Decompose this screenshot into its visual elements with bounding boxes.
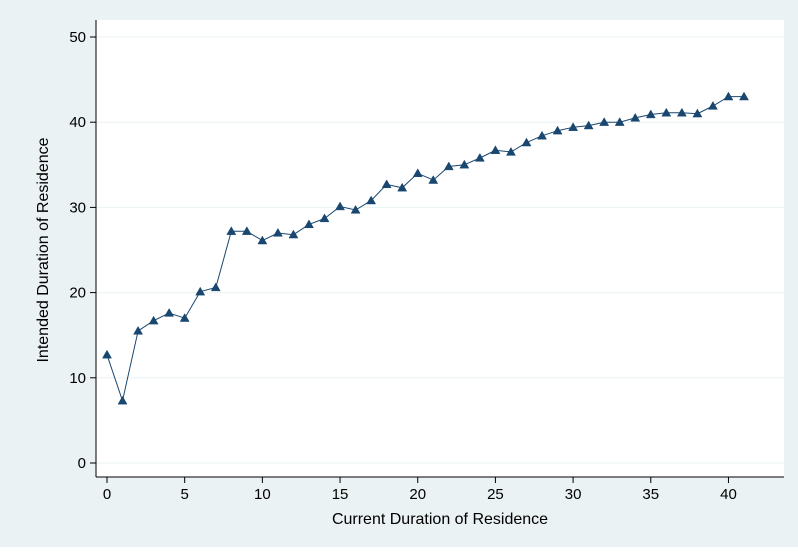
- data-point-marker: [661, 107, 672, 117]
- y-axis-title: Intended Duration of Residence: [35, 137, 52, 362]
- x-tick-label: 40: [720, 486, 737, 503]
- x-tick-label: 5: [181, 486, 189, 503]
- data-point-marker: [179, 313, 190, 322]
- data-point-marker: [319, 213, 330, 223]
- y-tick-label: 30: [69, 199, 86, 216]
- data-point-marker: [614, 117, 625, 126]
- data-point-marker: [133, 325, 144, 335]
- data-point-marker: [568, 122, 579, 131]
- data-point-marker: [583, 120, 594, 130]
- data-point-marker: [164, 308, 175, 317]
- x-tick-label: 10: [254, 486, 271, 503]
- data-point-marker: [272, 227, 283, 237]
- y-tick-label: 0: [78, 455, 86, 472]
- data-point-marker: [117, 395, 128, 405]
- axes: [95, 20, 784, 478]
- data-point-marker: [397, 182, 408, 192]
- x-tick-label: 15: [332, 486, 349, 503]
- data-point-marker: [102, 349, 112, 359]
- x-axis-title: Current Duration of Residence: [332, 511, 548, 528]
- data-point-marker: [459, 159, 470, 169]
- data-point-marker: [335, 201, 345, 211]
- data-point-marker: [148, 315, 159, 325]
- data-point-marker: [676, 107, 687, 117]
- data-point-marker: [599, 117, 610, 126]
- data-point-marker: [226, 226, 237, 235]
- data-point-marker: [630, 112, 641, 122]
- data-point-marker: [304, 219, 314, 229]
- data-point-marker: [474, 152, 485, 162]
- data-point-marker: [428, 175, 439, 184]
- data-point-marker: [195, 286, 206, 296]
- data-point-marker: [350, 204, 361, 214]
- data-point-marker: [739, 91, 749, 101]
- data-point-marker: [412, 168, 423, 177]
- y-tick-label: 10: [69, 370, 86, 387]
- data-point-marker: [257, 235, 268, 245]
- data-point-marker: [645, 109, 656, 119]
- y-tick-label: 20: [69, 285, 86, 302]
- x-tick-label: 35: [642, 486, 659, 503]
- data-point-marker: [723, 91, 734, 101]
- y-tick-label: 40: [69, 114, 86, 131]
- data-point-marker: [521, 137, 532, 147]
- data-point-marker: [490, 145, 501, 154]
- data-point-marker: [506, 147, 516, 156]
- y-tick-label: 50: [69, 29, 86, 46]
- x-tick-label: 30: [565, 486, 582, 503]
- data-point-marker: [241, 226, 252, 235]
- data-point-marker: [288, 229, 299, 239]
- data-point-marker: [366, 195, 377, 205]
- data-point-marker: [210, 282, 221, 292]
- data-point-marker: [552, 125, 563, 135]
- grid-lines: [96, 36, 784, 464]
- data-point-marker: [692, 108, 703, 118]
- data-point-marker: [443, 161, 454, 171]
- data-point-marker: [707, 101, 718, 110]
- plot-area: [96, 20, 784, 477]
- x-tick-label: 0: [103, 486, 111, 503]
- series-layer: [102, 91, 749, 405]
- axis-ticks: 0 10 20 30 40 50 0 5 10 15 20 25 30 35 40: [69, 29, 736, 503]
- data-point-marker: [537, 130, 547, 140]
- x-tick-label: 25: [487, 486, 504, 503]
- x-tick-label: 20: [409, 486, 426, 503]
- data-point-marker: [381, 179, 392, 189]
